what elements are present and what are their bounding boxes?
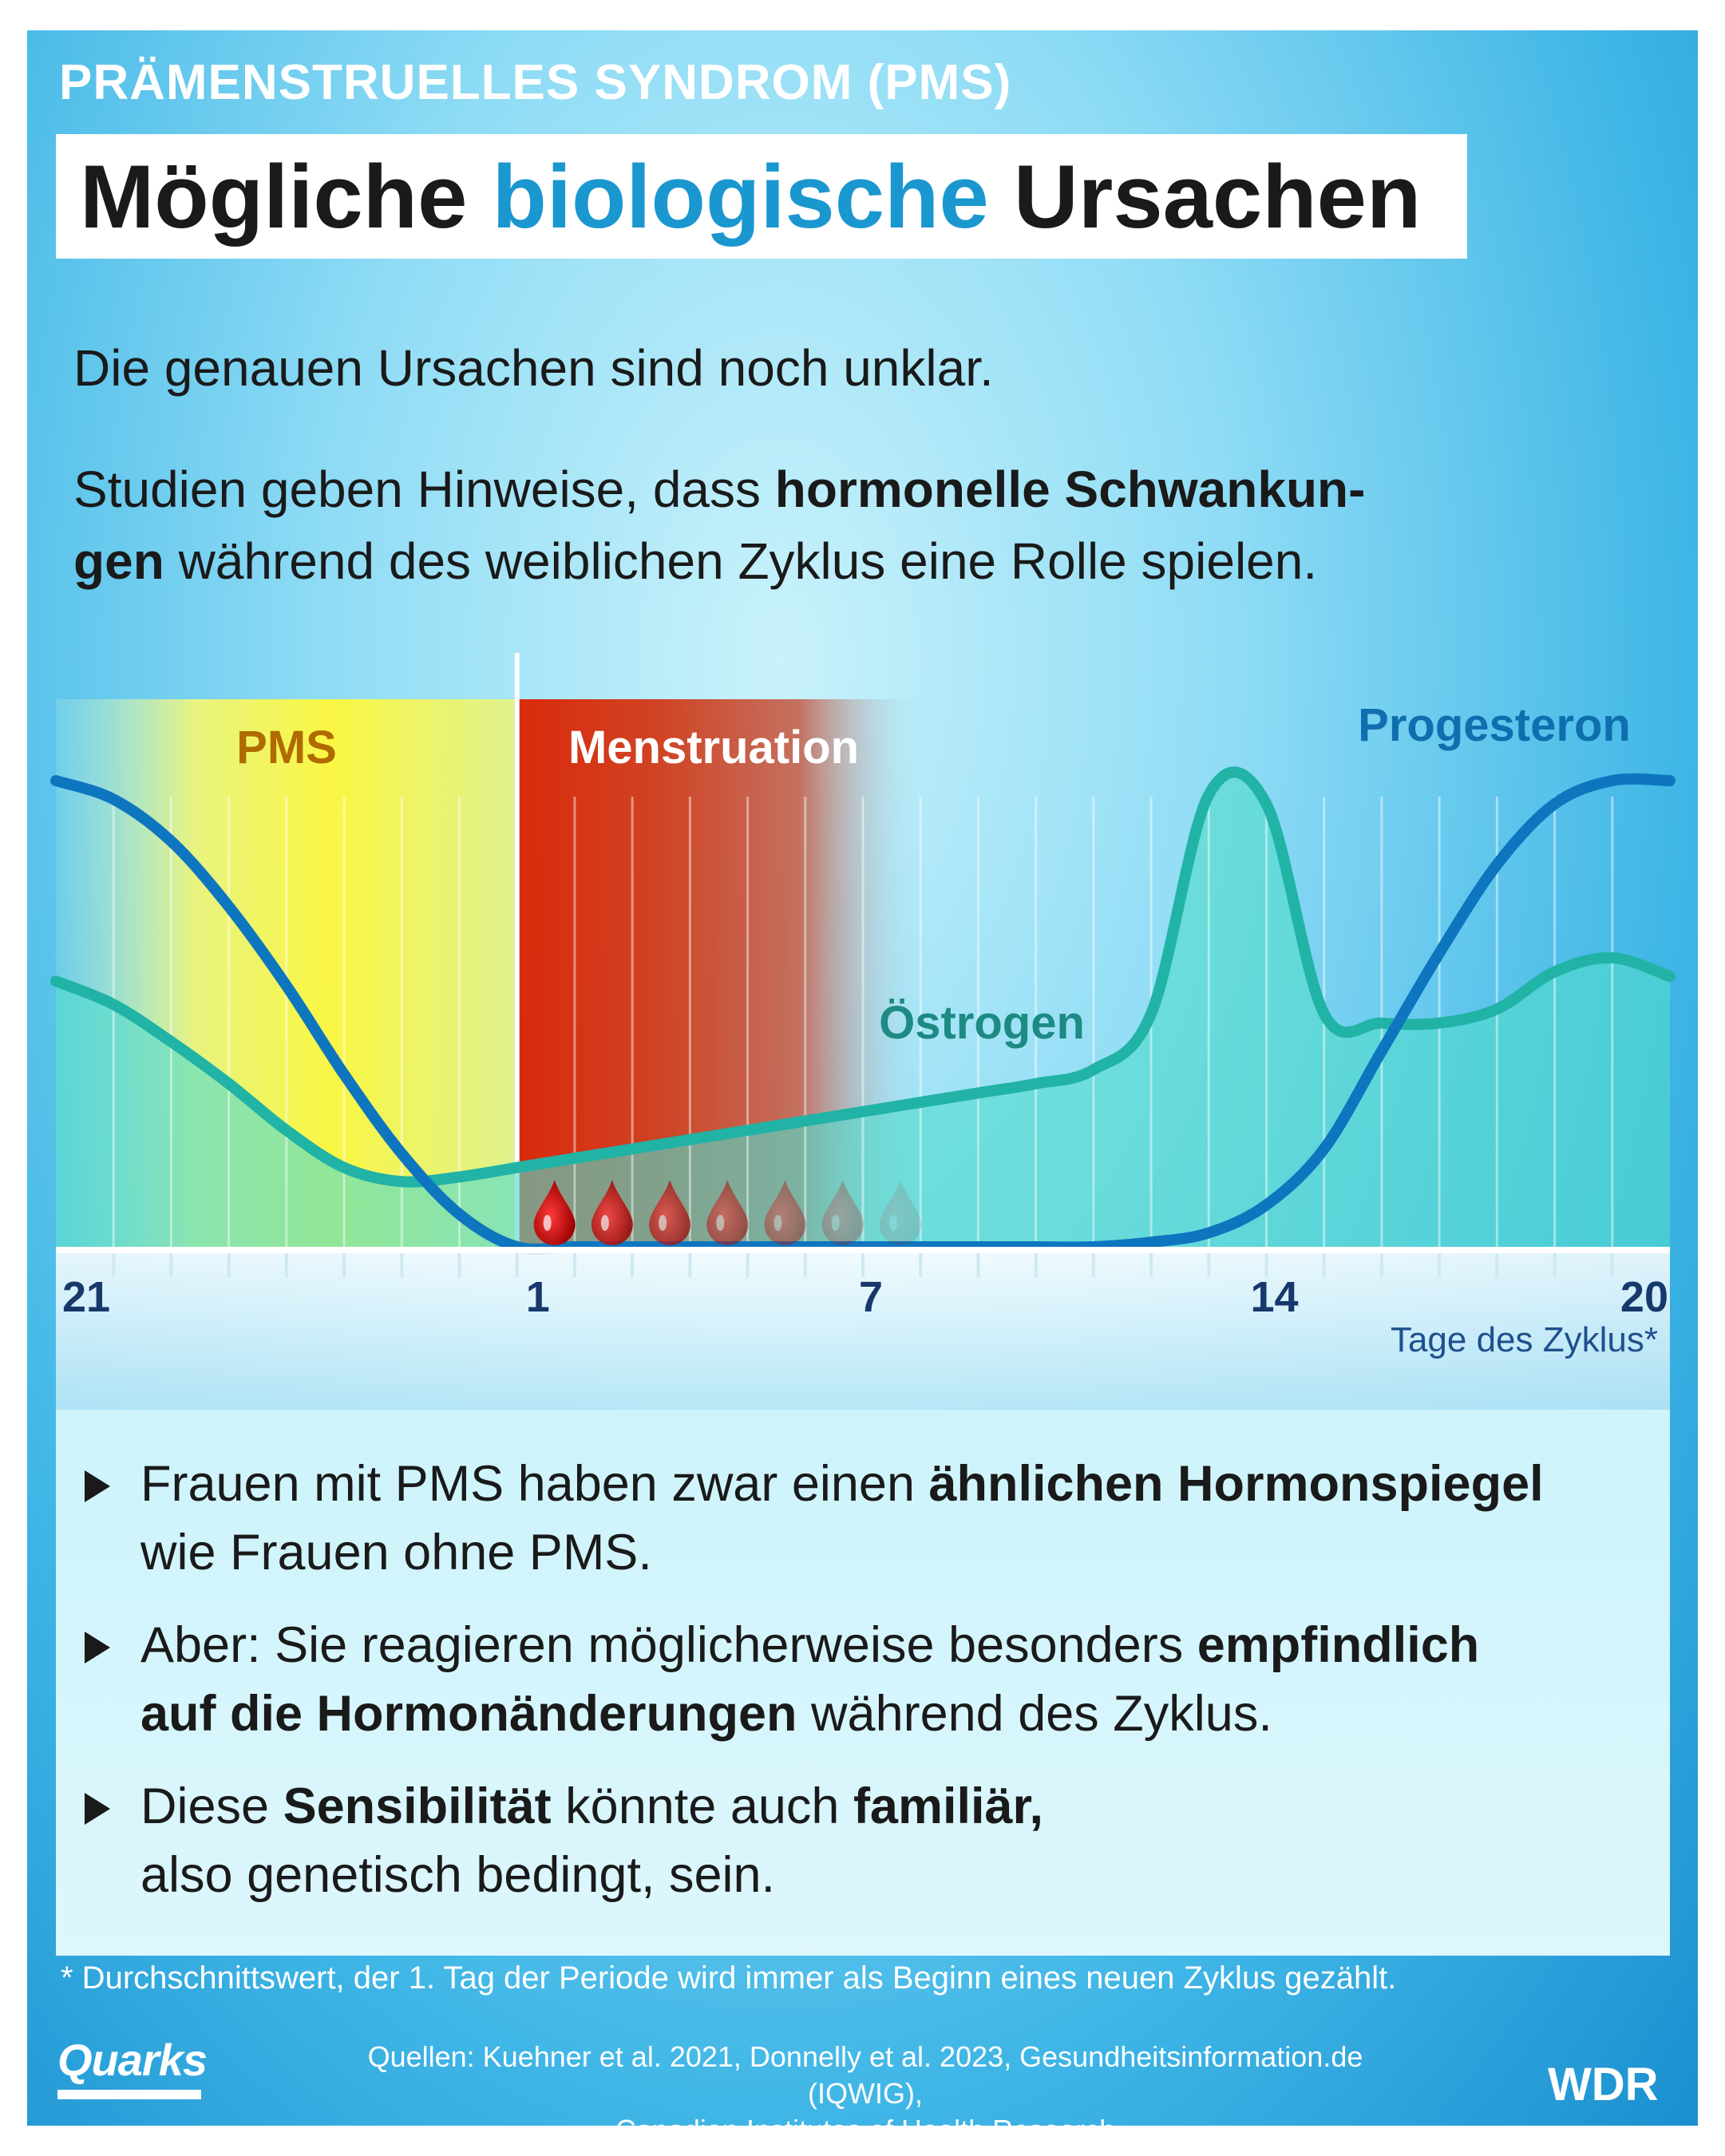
series-label-oestrogen: Östrogen	[879, 997, 1085, 1049]
bullet-list-box: Frauen mit PMS haben zwar einen ähnliche…	[56, 1410, 1670, 1956]
blood-drop-icon	[764, 1180, 806, 1245]
axis-line	[56, 1247, 1670, 1253]
oestrogen-area	[56, 772, 1670, 1247]
infographic-poster: PRÄMENSTRUELLES SYNDROM (PMS) Mögliche b…	[27, 30, 1698, 2126]
blood-drop-shine	[831, 1215, 840, 1231]
intro-p2-b: während des weiblichen Zyklus eine Rolle…	[164, 532, 1318, 590]
x-tick-label: 21	[62, 1273, 110, 1321]
blood-drop-shine	[773, 1215, 782, 1231]
intro-p2-bold2: gen	[73, 532, 164, 590]
blood-drop-icon	[706, 1180, 749, 1245]
x-axis-label: Tage des Zyklus*	[1391, 1320, 1658, 1359]
wdr-logo: WDR	[1548, 2059, 1659, 2111]
bullet-3-text-c: könnte auch	[551, 1778, 853, 1834]
bullet-3-text-e: also genetisch bedingt, sein.	[140, 1847, 776, 1903]
bullet-3-bold-1: Sensibilität	[283, 1778, 552, 1834]
blood-drop-shape	[706, 1180, 749, 1245]
x-tick-label: 20	[1620, 1273, 1668, 1321]
x-tick-label: 7	[859, 1273, 883, 1321]
hormone-cycle-chart: 21 1 7 14 20 PMS Menstruation Progesteron Ös…	[50, 653, 1676, 1410]
axis-band	[56, 1253, 1670, 1410]
blood-drop-shape	[533, 1180, 576, 1245]
blood-drop-shine	[716, 1215, 725, 1231]
sources-line-2: Canadian Institutes of Health Research	[330, 2112, 1400, 2126]
bullet-2-bold-1: empfindlich	[1197, 1617, 1480, 1673]
blood-drop-shine	[888, 1215, 897, 1231]
kicker-text: PRÄMENSTRUELLES SYNDROM (PMS)	[59, 55, 1012, 110]
bullet-1-bold: ähnlichen Hormonspiegel	[928, 1456, 1544, 1512]
bullet-triangle-icon	[85, 1632, 110, 1663]
sources-line-1: Quellen: Kuehner et al. 2021, Donnelly e…	[367, 2040, 1363, 2110]
intro-line-1: Die genauen Ursachen sind noch unklar.	[73, 339, 994, 397]
headline-box: Mögliche biologische Ursachen	[56, 134, 1467, 259]
bullet-item-3: Diese Sensibilität könnte auch familiär,…	[85, 1772, 1657, 1909]
x-tick-label: 14	[1250, 1273, 1298, 1321]
blood-drop-shape	[879, 1180, 921, 1245]
intro-paragraph-2: Studien geben Hinweise, dass hormonelle …	[73, 453, 1630, 597]
phase-label-pms: PMS	[236, 722, 337, 773]
quarks-logo-bar	[57, 2090, 201, 2099]
footnote: * Durchschnittswert, der 1. Tag der Peri…	[61, 1960, 1397, 1996]
blood-drop-icon	[879, 1180, 921, 1245]
bullet-item-2: Aber: Sie reagieren möglicherweise beson…	[85, 1611, 1657, 1748]
blood-drop-icon	[821, 1180, 864, 1245]
series-line-oestrogen	[50, 766, 1676, 1188]
bullet-2-bold-2: auf die Hormonänderungen	[140, 1686, 797, 1742]
quarks-logo: Quarks	[57, 2035, 208, 2085]
intro-p2-bold: hormonelle Schwankun-	[774, 461, 1366, 518]
blood-drop-shine	[543, 1215, 552, 1231]
bullet-2-text-a: Aber: Sie reagieren möglicherweise beson…	[140, 1617, 1197, 1673]
blood-drop-shape	[649, 1180, 691, 1245]
blood-drop-icon	[649, 1180, 691, 1245]
blood-drop-icon	[533, 1180, 576, 1245]
bullet-2-text-d: während des Zyklus.	[797, 1686, 1272, 1742]
blood-drop-shape	[764, 1180, 806, 1245]
sources: Quellen: Kuehner et al. 2021, Donnelly e…	[330, 2039, 1400, 2126]
bullet-3-text-a: Diese	[140, 1778, 283, 1834]
headline-part2: Ursachen	[988, 146, 1422, 247]
bullet-triangle-icon	[85, 1793, 110, 1825]
blood-drop-shape	[591, 1180, 633, 1245]
intro-p2-a: Studien geben Hinweise, dass	[73, 461, 775, 518]
phase-divider	[514, 653, 520, 1247]
bullet-3-bold-2: familiär,	[853, 1778, 1044, 1834]
blood-drop-shine	[600, 1215, 609, 1231]
blood-drop-shine	[659, 1215, 667, 1231]
bullet-1-text-d: wie Frauen ohne PMS.	[140, 1525, 652, 1580]
headline-part1: Mögliche	[80, 146, 493, 247]
phase-label-menstruation: Menstruation	[568, 722, 859, 773]
series-label-progesteron: Progesteron	[1358, 699, 1631, 751]
headline-highlight: biologische	[492, 146, 989, 247]
bullet-triangle-icon	[85, 1470, 110, 1502]
bullet-item-1: Frauen mit PMS haben zwar einen ähnliche…	[85, 1450, 1657, 1587]
bullet-1-text-a: Frauen mit PMS haben zwar einen	[140, 1456, 929, 1512]
blood-drop-icon	[591, 1180, 633, 1245]
x-tick-label: 1	[526, 1273, 550, 1321]
blood-drop-shape	[821, 1180, 864, 1245]
